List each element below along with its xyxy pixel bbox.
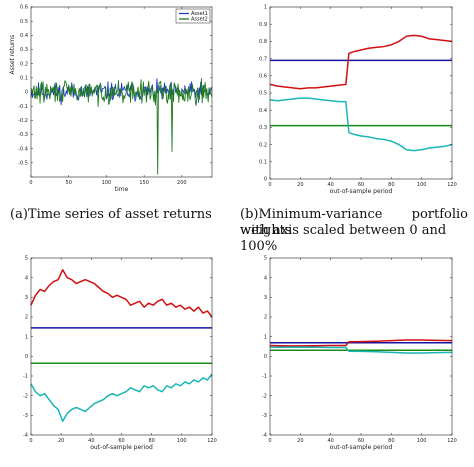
y-tick-label: 2 — [264, 315, 267, 321]
x-tick-label: 80 — [388, 438, 394, 444]
x-tick-label: 80 — [388, 182, 394, 188]
series-line-4 — [269, 97, 453, 152]
y-tick-label: 4 — [264, 275, 267, 281]
y-tick-label: 4 — [25, 275, 28, 281]
chart-d-portfolio-weights-wide: 0 20 40 60 80 100 120 5 4 3 2 1 0 -1 -2 -3 -4 out-of-samp… — [262, 256, 457, 451]
y-tick-label: 3 — [25, 295, 28, 301]
x-tick-label: 0 — [29, 180, 32, 186]
x-axis-title: out-of-sample period — [330, 444, 393, 451]
y-tick-label: 0.6 — [20, 5, 28, 11]
y-tick-label: -0.2 — [18, 118, 28, 124]
y-tick-label: 0.1 — [259, 160, 267, 166]
series-line-3 — [269, 34, 453, 90]
x-tick-label: 120 — [447, 438, 457, 444]
y-tick-label: -1 — [23, 374, 28, 380]
x-tick-label: 0 — [29, 438, 32, 444]
y-tick-label: -0.4 — [18, 146, 28, 152]
x-tick-label: 60 — [358, 438, 364, 444]
plot-frame — [269, 6, 453, 180]
chart-c-portfolio-weights: 0 20 40 60 80 100 120 5 4 3 2 1 0 -1 -2 -3 -4 out-of-samp… — [23, 256, 217, 451]
x-tick-label: 100 — [177, 438, 187, 444]
x-tick-label: 100 — [102, 180, 112, 186]
y-tick-label: 0.3 — [259, 125, 267, 131]
chart-a-asset-returns: 0 50 100 150 200 0.6 0.5 0.4 0.3 0.2 0.1 0 -0.1 -0.2 -… — [9, 5, 213, 193]
y-tick-label: -0.5 — [18, 161, 28, 167]
x-tick-label: 60 — [118, 438, 124, 444]
series-line-2 — [30, 78, 213, 175]
y-axis-title: Asset returns — [9, 35, 16, 75]
x-axis-title: time — [115, 186, 129, 193]
y-tick-label: -4 — [23, 433, 28, 439]
y-tick-label: -4 — [262, 433, 267, 439]
y-tick-label: 0.6 — [259, 74, 267, 80]
series-group — [269, 339, 453, 354]
series-line-3 — [30, 269, 213, 318]
x-axis-title: out-of-sample period — [330, 188, 393, 195]
legend-label: Asset1 — [191, 11, 208, 17]
x-tick-label: 20 — [297, 182, 303, 188]
y-tick-label: 1 — [264, 5, 267, 11]
y-tick-label: 2 — [25, 315, 28, 321]
caption-b-line2: with axis scaled between 0 and 100% — [240, 223, 447, 254]
series-group — [269, 34, 453, 152]
x-tick-label: 20 — [297, 438, 303, 444]
series-line-4 — [270, 346, 453, 354]
y-tick-label: 0 — [25, 354, 28, 360]
series-group — [30, 269, 213, 422]
y-tick-label: 0 — [264, 177, 267, 183]
y-tick-label: -0.3 — [18, 132, 28, 138]
x-tick-label: 100 — [417, 182, 427, 188]
y-tick-label: 0.9 — [259, 22, 267, 28]
y-tick-label: 0.2 — [259, 142, 267, 148]
y-tick-label: 5 — [264, 256, 267, 262]
y-tick-label: -3 — [262, 413, 267, 419]
x-tick-label: 50 — [66, 180, 72, 186]
y-tick-label: 0.8 — [259, 39, 267, 45]
y-tick-label: 1 — [25, 334, 28, 340]
y-tick-label: -0.1 — [18, 104, 28, 110]
x-tick-label: 0 — [268, 182, 271, 188]
y-tick-label: 0.4 — [259, 108, 267, 114]
x-tick-label: 80 — [148, 438, 154, 444]
x-tick-label: 20 — [58, 438, 64, 444]
x-tick-label: 40 — [327, 438, 333, 444]
x-tick-label: 40 — [327, 182, 333, 188]
y-tick-label: 0 — [25, 90, 28, 96]
y-tick-label: 0.4 — [20, 33, 28, 39]
x-tick-label: 120 — [207, 438, 217, 444]
chart-b-portfolio-weights-scaled: 0 20 40 60 80 100 120 1 0.9 0.8 0.7 0.6 0.5 0.4 0.3 0.2… — [259, 5, 457, 195]
caption-b-line1: (b)Minimum-variance portfolio weights — [240, 207, 468, 238]
x-tick-label: 120 — [447, 182, 457, 188]
x-tick-label: 150 — [139, 180, 149, 186]
y-tick-label: -1 — [262, 374, 267, 380]
y-tick-label: 0.5 — [259, 91, 267, 97]
y-tick-label: -2 — [262, 393, 267, 399]
y-tick-label: 0.5 — [20, 19, 28, 25]
x-axis-title: out-of-sample period — [90, 444, 153, 451]
y-tick-label: 1 — [264, 334, 267, 340]
series-group — [30, 78, 213, 175]
y-tick-label: 3 — [264, 295, 267, 301]
y-tick-label: 5 — [25, 256, 28, 262]
caption-a: (a)Time series of asset returns — [10, 207, 212, 222]
legend-label: Asset2 — [191, 17, 208, 23]
y-tick-label: 0.2 — [20, 61, 28, 67]
series-line-4 — [30, 373, 213, 422]
y-tick-label: -2 — [23, 393, 28, 399]
y-tick-label: -3 — [23, 413, 28, 419]
series-line-3 — [269, 339, 453, 347]
y-tick-label: 0.3 — [20, 47, 28, 53]
y-tick-label: 0.1 — [20, 76, 28, 82]
x-tick-label: 100 — [417, 438, 427, 444]
x-tick-label: 0 — [268, 438, 271, 444]
y-tick-label: 0 — [264, 354, 267, 360]
x-tick-label: 40 — [88, 438, 94, 444]
y-tick-label: 0.7 — [259, 56, 267, 62]
x-tick-label: 200 — [177, 180, 187, 186]
x-tick-label: 60 — [358, 182, 364, 188]
